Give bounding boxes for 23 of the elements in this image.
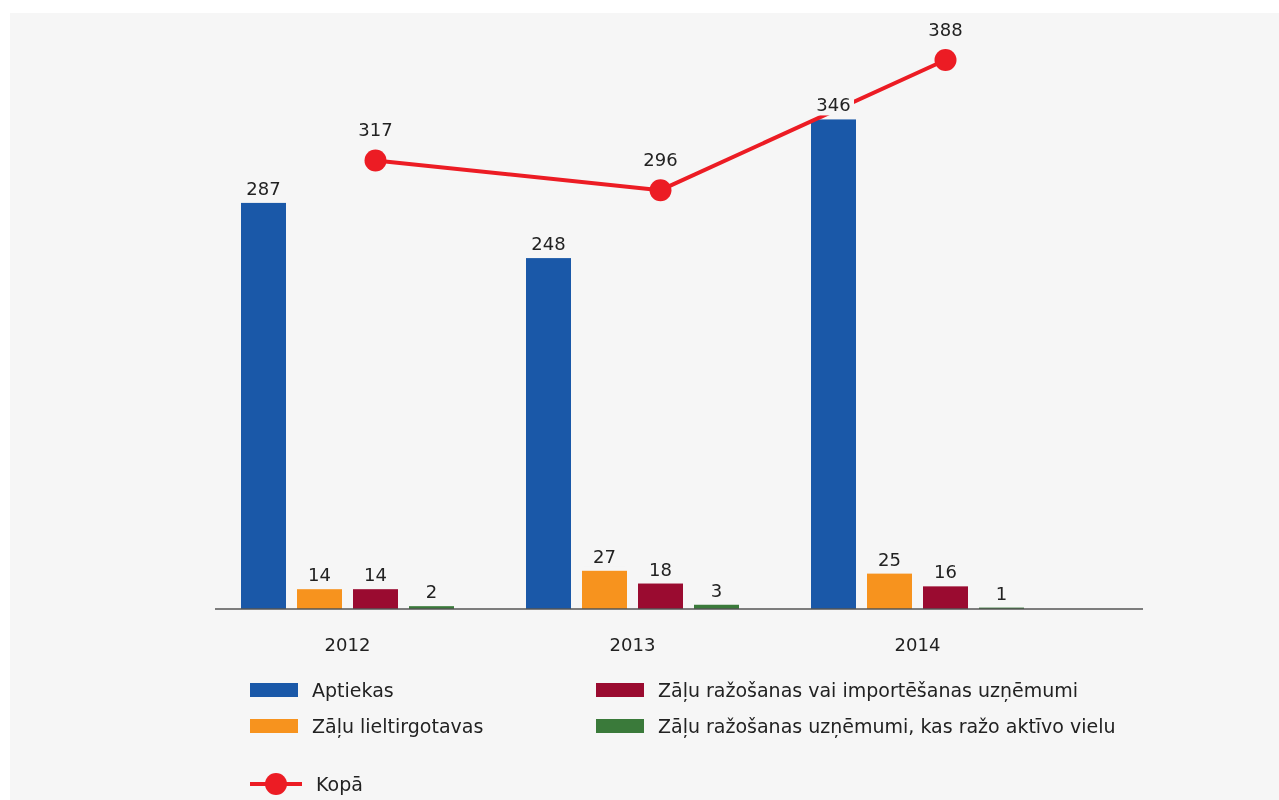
x-tick-label: 2013 (609, 634, 656, 655)
legend-label: Aptiekas (312, 679, 394, 701)
data-label: 14 (308, 564, 331, 586)
data-label: 3 (710, 579, 723, 601)
data-label: 16 (934, 561, 957, 583)
data-label: 1 (995, 582, 1008, 604)
data-label: 18 (649, 558, 672, 580)
legend-label: Kopā (316, 773, 363, 795)
data-label: 296 (643, 149, 678, 171)
data-label: 248 (531, 233, 566, 255)
data-label: 388 (928, 19, 963, 40)
data-label: 317 (358, 119, 393, 141)
legend-label: Zāļu ražošanas uzņēmumi, kas ražo aktīvo vielu (658, 715, 1116, 738)
data-label: 25 (878, 548, 901, 570)
data-label: 14 (364, 564, 387, 586)
data-label: 346 (816, 94, 851, 116)
data-label: 27 (593, 545, 616, 567)
data-label: 2 (425, 581, 438, 603)
x-tick-label: 2014 (894, 634, 941, 655)
data-label: 287 (246, 177, 281, 199)
legend-label: Zāļu ražošanas vai importēšanas uzņēmumi (658, 679, 1079, 702)
x-tick-label: 2012 (324, 634, 371, 655)
legend-label: Zāļu lieltirgotavas (312, 715, 484, 738)
